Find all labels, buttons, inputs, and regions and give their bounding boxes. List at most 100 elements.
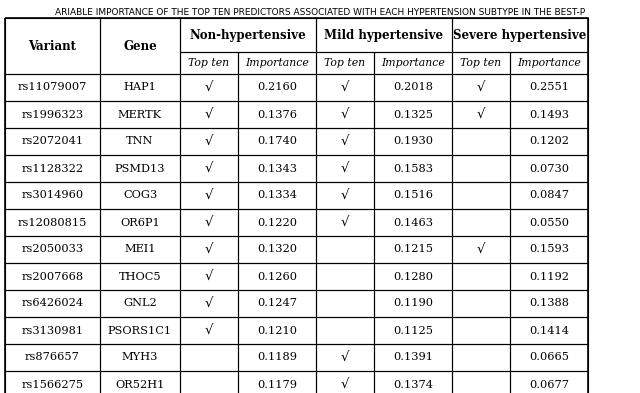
Text: 0.0550: 0.0550 (529, 217, 569, 228)
Bar (180, 263, 238, 290)
Bar (5, 290, 100, 317)
Bar (180, 209, 238, 236)
Text: OR52H1: OR52H1 (115, 380, 164, 389)
Bar (238, 371, 316, 393)
Bar (374, 182, 452, 209)
Bar (316, 128, 374, 155)
Bar (452, 209, 510, 236)
Text: 0.1192: 0.1192 (529, 272, 569, 281)
Bar (316, 371, 374, 393)
Bar (100, 236, 180, 263)
Bar (374, 101, 452, 128)
Text: √: √ (340, 81, 349, 94)
Text: 0.1334: 0.1334 (257, 191, 297, 200)
Bar (452, 101, 510, 128)
Text: √: √ (205, 216, 213, 229)
Bar (374, 52, 452, 74)
Bar (238, 290, 316, 317)
Text: √: √ (340, 135, 349, 148)
Text: rs876657: rs876657 (25, 353, 80, 362)
Text: MERTK: MERTK (118, 110, 162, 119)
Bar (510, 74, 588, 101)
Bar (452, 52, 510, 74)
Text: Mild hypertensive: Mild hypertensive (324, 29, 444, 42)
Text: rs6426024: rs6426024 (21, 299, 84, 309)
Text: 0.0665: 0.0665 (529, 353, 569, 362)
Text: √: √ (205, 135, 213, 148)
Bar (452, 155, 510, 182)
Bar (316, 236, 374, 263)
Bar (5, 182, 100, 209)
Bar (100, 209, 180, 236)
Bar (5, 155, 100, 182)
Text: √: √ (205, 270, 213, 283)
Bar (510, 209, 588, 236)
Text: √: √ (205, 189, 213, 202)
Bar (180, 18, 316, 52)
Text: rs2072041: rs2072041 (21, 136, 84, 147)
Text: √: √ (477, 81, 485, 94)
Text: 0.1280: 0.1280 (393, 272, 433, 281)
Text: Top ten: Top ten (460, 58, 502, 68)
Text: 0.2018: 0.2018 (393, 83, 433, 92)
Bar (5, 236, 100, 263)
Text: √: √ (205, 108, 213, 121)
Text: MYH3: MYH3 (122, 353, 158, 362)
Text: Importance: Importance (245, 58, 309, 68)
Text: 0.1189: 0.1189 (257, 353, 297, 362)
Text: 0.0847: 0.0847 (529, 191, 569, 200)
Text: THOC5: THOC5 (118, 272, 161, 281)
Bar (5, 263, 100, 290)
Text: 0.1374: 0.1374 (393, 380, 433, 389)
Bar (100, 101, 180, 128)
Bar (238, 263, 316, 290)
Bar (316, 74, 374, 101)
Text: HAP1: HAP1 (124, 83, 156, 92)
Bar (238, 155, 316, 182)
Bar (180, 128, 238, 155)
Bar (100, 263, 180, 290)
Bar (510, 155, 588, 182)
Text: rs1128322: rs1128322 (21, 163, 84, 173)
Text: 0.1125: 0.1125 (393, 325, 433, 336)
Text: 0.1190: 0.1190 (393, 299, 433, 309)
Text: 0.1593: 0.1593 (529, 244, 569, 255)
Text: rs1996323: rs1996323 (21, 110, 84, 119)
Bar (374, 371, 452, 393)
Bar (180, 236, 238, 263)
Bar (510, 290, 588, 317)
Text: Severe hypertensive: Severe hypertensive (453, 29, 587, 42)
Bar (316, 209, 374, 236)
Text: 0.1516: 0.1516 (393, 191, 433, 200)
Bar (100, 344, 180, 371)
Text: Importance: Importance (381, 58, 445, 68)
Text: 0.1215: 0.1215 (393, 244, 433, 255)
Bar (452, 182, 510, 209)
Bar (238, 52, 316, 74)
Bar (238, 128, 316, 155)
Text: √: √ (205, 297, 213, 310)
Bar (100, 182, 180, 209)
Bar (510, 52, 588, 74)
Bar (5, 18, 100, 74)
Bar (180, 155, 238, 182)
Bar (510, 263, 588, 290)
Text: √: √ (205, 162, 213, 175)
Bar (180, 52, 238, 74)
Text: Top ten: Top ten (188, 58, 230, 68)
Bar (316, 155, 374, 182)
Text: PSMD13: PSMD13 (115, 163, 165, 173)
Text: rs12080815: rs12080815 (18, 217, 87, 228)
Bar (180, 182, 238, 209)
Text: OR6P1: OR6P1 (120, 217, 160, 228)
Bar (238, 182, 316, 209)
Bar (5, 209, 100, 236)
Text: √: √ (205, 81, 213, 94)
Bar (316, 182, 374, 209)
Text: √: √ (340, 378, 349, 391)
Bar (238, 209, 316, 236)
Bar (452, 290, 510, 317)
Bar (510, 371, 588, 393)
Bar (100, 155, 180, 182)
Bar (374, 317, 452, 344)
